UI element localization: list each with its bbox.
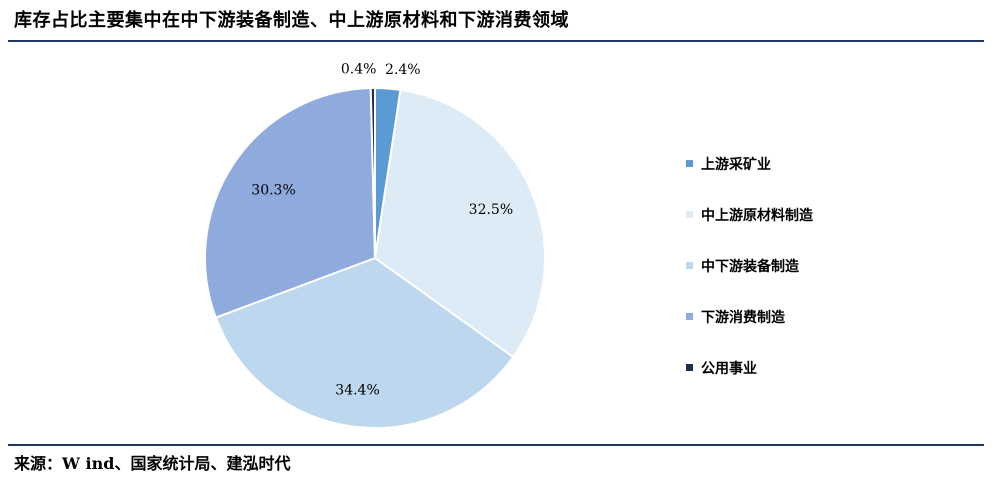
pie-slice bbox=[204, 87, 377, 319]
pie-slice bbox=[373, 88, 546, 359]
legend-label: 中下游装备制造 bbox=[701, 258, 799, 275]
legend-swatch bbox=[686, 211, 693, 218]
legend-item-midupstream-materials: 中上游原材料制造 bbox=[686, 189, 813, 240]
data-label: 0.4% bbox=[341, 61, 377, 77]
legend-swatch bbox=[686, 313, 693, 320]
data-label: 34.4% bbox=[335, 382, 379, 398]
legend-label: 上游采矿业 bbox=[701, 156, 771, 173]
legend-swatch bbox=[686, 160, 693, 167]
legend-item-utilities: 公用事业 bbox=[686, 342, 813, 393]
legend-label: 下游消费制造 bbox=[701, 309, 785, 326]
legend-item-upstream-mining: 上游采矿业 bbox=[686, 138, 813, 189]
title-rule bbox=[8, 40, 984, 42]
legend-label: 公用事业 bbox=[701, 360, 757, 377]
source-rule bbox=[8, 444, 984, 446]
legend-swatch bbox=[686, 262, 693, 269]
legend: 上游采矿业 中上游原材料制造 中下游装备制造 下游消费制造 公用事业 bbox=[686, 138, 813, 393]
data-label: 2.4% bbox=[385, 62, 421, 78]
pie-slice bbox=[214, 256, 515, 429]
legend-swatch bbox=[686, 364, 693, 371]
legend-label: 中上游原材料制造 bbox=[701, 207, 813, 224]
pie-slice bbox=[369, 86, 376, 259]
data-label: 32.5% bbox=[469, 202, 513, 218]
data-label: 30.3% bbox=[251, 183, 295, 199]
chart-title: 库存占比主要集中在中下游装备制造、中上游原材料和下游消费领域 bbox=[14, 10, 569, 31]
source-note: 来源：W ind、国家统计局、建泓时代 bbox=[14, 454, 291, 473]
pie-slices bbox=[204, 86, 546, 429]
legend-item-downstream-consumer: 下游消费制造 bbox=[686, 291, 813, 342]
legend-item-middownstream-equipment: 中下游装备制造 bbox=[686, 240, 813, 291]
pie-labels: 2.4% 32.5% 34.4% 30.3% 0.4% bbox=[251, 61, 513, 398]
